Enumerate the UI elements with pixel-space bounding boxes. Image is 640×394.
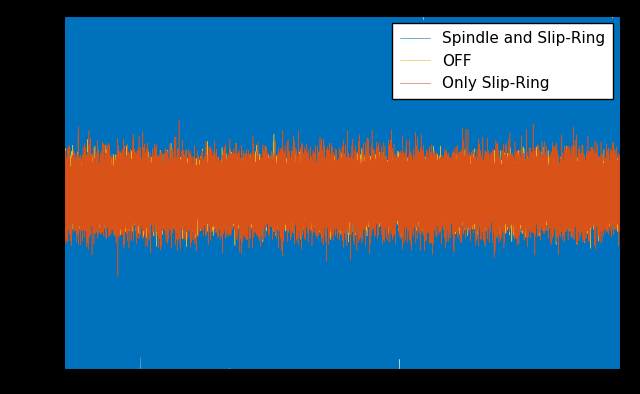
Line: Spindle and Slip-Ring: Spindle and Slip-Ring (64, 0, 621, 394)
Spindle and Slip-Ring (273, 281, 281, 286)
OFF (60, 197, 68, 202)
Spindle and Slip-Ring (194, 79, 202, 84)
Spindle and Slip-Ring (617, 334, 625, 338)
Only Slip-Ring (273, 175, 281, 180)
OFF (396, 187, 403, 192)
Spindle and Slip-Ring (98, 180, 106, 185)
OFF (362, 198, 370, 203)
OFF (270, 132, 278, 137)
Only Slip-Ring (474, 214, 481, 219)
Line: Only Slip-Ring: Only Slip-Ring (64, 120, 621, 276)
Only Slip-Ring (175, 118, 183, 123)
Legend: Spindle and Slip-Ring, OFF, Only Slip-Ring: Spindle and Slip-Ring, OFF, Only Slip-Ri… (392, 23, 613, 99)
OFF (98, 206, 106, 211)
Only Slip-Ring (362, 215, 370, 219)
Only Slip-Ring (60, 190, 68, 194)
Spindle and Slip-Ring (396, 156, 403, 161)
OFF (194, 185, 202, 190)
Line: OFF: OFF (64, 134, 621, 248)
OFF (474, 215, 481, 219)
OFF (617, 206, 625, 211)
OFF (587, 246, 595, 251)
Only Slip-Ring (114, 274, 122, 279)
Only Slip-Ring (396, 208, 403, 212)
Only Slip-Ring (98, 184, 106, 189)
Only Slip-Ring (194, 213, 202, 217)
Spindle and Slip-Ring (362, 195, 370, 199)
OFF (273, 191, 281, 195)
Spindle and Slip-Ring (474, 259, 481, 264)
Only Slip-Ring (617, 213, 625, 217)
